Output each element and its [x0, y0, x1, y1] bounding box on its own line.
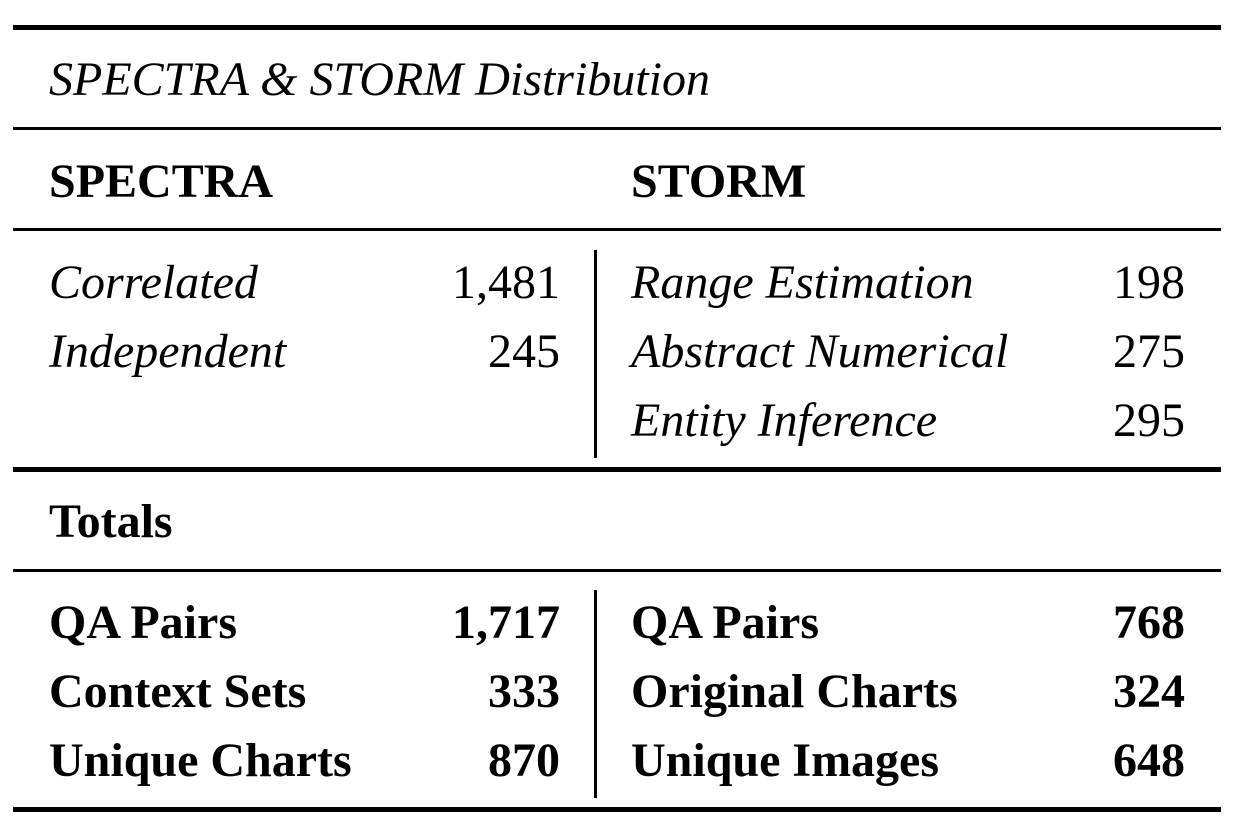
storm-total-value: 768 [1113, 596, 1185, 649]
storm-category-value: 275 [1113, 325, 1185, 378]
spectra-category-value: 1,481 [452, 256, 560, 309]
spectra-total-label: Unique Charts [49, 734, 352, 787]
spectra-total-value: 1,717 [452, 596, 560, 649]
header-spectra: SPECTRA [49, 155, 274, 208]
spectra-category-label: Independent [49, 325, 287, 378]
storm-category-label: Abstract Numerical [631, 325, 1009, 378]
table-title: SPECTRA & STORM Distribution [49, 53, 710, 106]
storm-total-label: Original Charts [631, 665, 958, 718]
storm-total-label: QA Pairs [631, 596, 819, 649]
spectra-total-label: Context Sets [49, 665, 307, 718]
rule-below-totals [13, 569, 1221, 572]
storm-total-value: 648 [1113, 734, 1185, 787]
spectra-total-label: QA Pairs [49, 596, 237, 649]
totals-heading: Totals [49, 495, 173, 548]
storm-category-value: 295 [1113, 394, 1185, 447]
spectra-total-value: 870 [488, 734, 560, 787]
rule-above-totals [13, 467, 1221, 472]
top-rule [13, 25, 1221, 30]
storm-category-value: 198 [1113, 256, 1185, 309]
column-divider [594, 250, 597, 458]
spectra-category-value: 245 [488, 325, 560, 378]
storm-category-label: Entity Inference [631, 394, 938, 447]
column-divider [594, 590, 597, 798]
bottom-rule [13, 807, 1221, 812]
storm-category-label: Range Estimation [631, 256, 974, 309]
spectra-category-label: Correlated [49, 256, 258, 309]
rule-below-title [13, 127, 1221, 130]
rule-below-headers [13, 228, 1221, 231]
header-storm: STORM [631, 155, 807, 208]
spectra-total-value: 333 [488, 665, 560, 718]
storm-total-label: Unique Images [631, 734, 940, 787]
storm-total-value: 324 [1113, 665, 1185, 718]
